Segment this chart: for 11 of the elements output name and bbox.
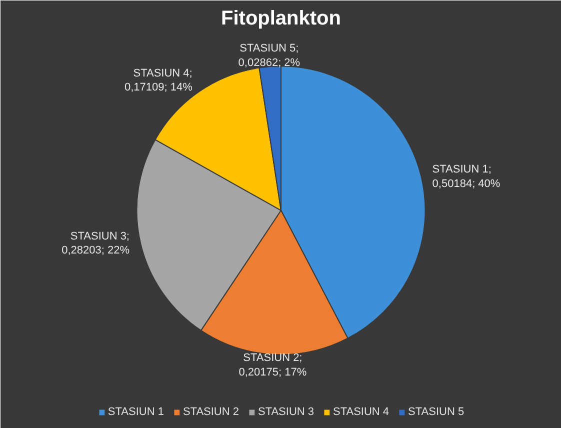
data-label: STASIUN 3; 0,28203; 22% xyxy=(62,230,130,257)
legend-label: STASIUN 5 xyxy=(408,406,464,418)
legend-label: STASIUN 2 xyxy=(182,406,239,418)
legend-label: STASIUN 1 xyxy=(108,406,164,418)
data-label: STASIUN 2; 0,20175; 17% xyxy=(238,352,307,378)
chart-title: Fitoplankton xyxy=(221,8,341,30)
data-label: STASIUN 1; 0,50184; 40% xyxy=(432,163,500,190)
data-label: STASIUN 5; 0,02862; 2% xyxy=(238,42,300,69)
legend-label: STASIUN 3 xyxy=(258,406,314,418)
data-label: STASIUN 4; 0,17109; 14% xyxy=(124,67,193,94)
legend-label: STASIUN 4 xyxy=(333,406,390,418)
